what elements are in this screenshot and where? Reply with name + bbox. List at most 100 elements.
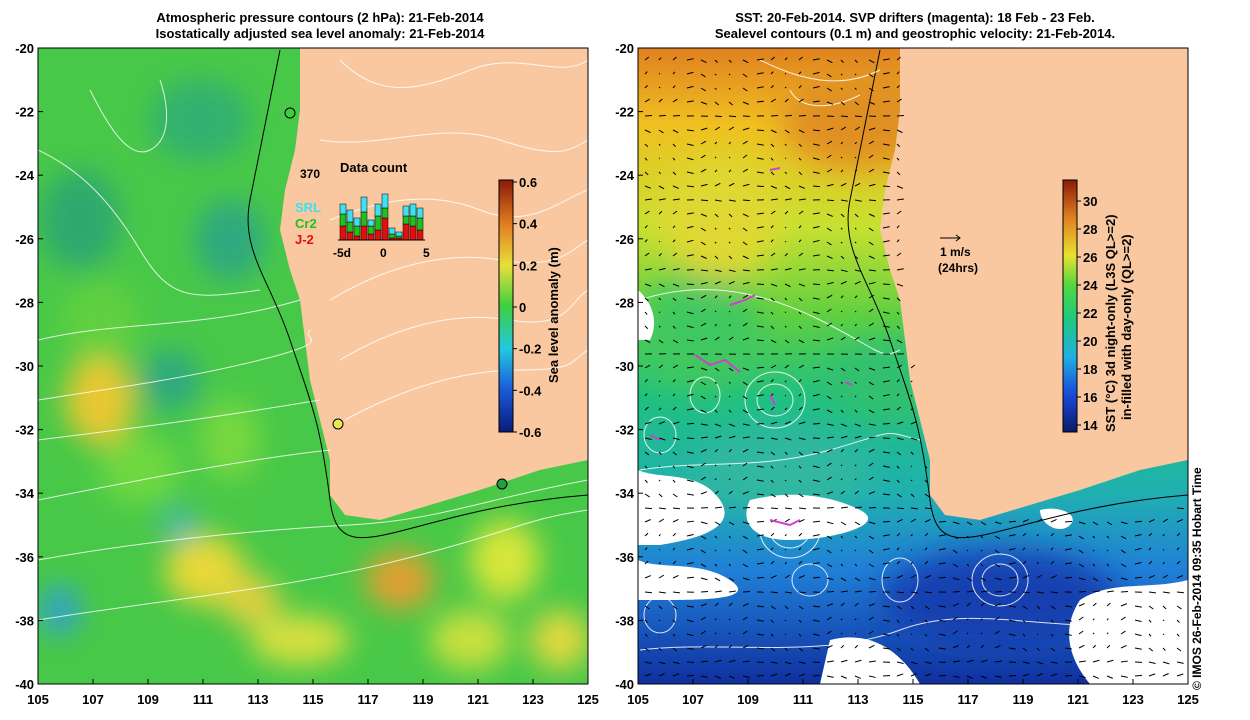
velocity-arrow — [798, 171, 803, 176]
velocity-arrow — [672, 673, 680, 677]
velocity-arrow — [714, 448, 719, 453]
velocity-arrow — [644, 421, 652, 425]
velocity-arrow — [644, 507, 652, 510]
scale-arrow-sublabel: (24hrs) — [938, 261, 978, 275]
velocity-arrow — [1064, 562, 1072, 565]
velocity-arrow — [868, 281, 876, 285]
velocity-arrow — [798, 379, 802, 383]
velocity-arrow — [700, 535, 707, 540]
data-count-inset: 370 Data count -5d 0 5 SRL Cr2 J-2 — [295, 160, 430, 260]
velocity-arrow — [770, 98, 776, 103]
velocity-arrow — [658, 591, 666, 594]
velocity-arrow — [1008, 534, 1016, 537]
velocity-arrow — [1162, 534, 1165, 537]
velocity-arrow — [672, 532, 677, 537]
velocity-arrow — [980, 644, 985, 649]
velocity-arrow — [728, 295, 732, 299]
velocity-arrow — [728, 182, 735, 187]
velocity-arrow — [728, 367, 734, 372]
velocity-arrow — [770, 268, 778, 271]
velocity-arrow — [882, 465, 890, 468]
y-tick-label: -30 — [15, 359, 34, 374]
velocity-arrow — [1022, 673, 1030, 677]
velocity-arrow — [1176, 633, 1180, 637]
velocity-arrow — [812, 451, 820, 454]
velocity-arrow — [756, 647, 764, 650]
velocity-arrow — [952, 616, 958, 621]
velocity-arrow — [896, 210, 902, 215]
velocity-arrow — [854, 241, 857, 244]
velocity-arrow — [924, 479, 928, 483]
velocity-arrow — [686, 422, 694, 425]
velocity-arrow — [812, 576, 820, 579]
colorbar-tick-label: 14 — [1083, 418, 1098, 433]
velocity-arrow — [882, 297, 890, 300]
velocity-arrow — [1120, 630, 1126, 635]
velocity-arrow — [854, 213, 859, 218]
velocity-arrow — [742, 168, 749, 173]
velocity-arrow — [756, 58, 764, 61]
velocity-arrow — [1092, 675, 1099, 679]
velocity-arrow — [700, 491, 708, 495]
velocity-arrow — [728, 255, 733, 260]
x-tick-label: 121 — [467, 692, 489, 707]
velocity-arrow — [1120, 590, 1128, 593]
velocity-arrow — [840, 323, 843, 327]
velocity-arrow — [784, 364, 790, 369]
velocity-arrow — [938, 562, 946, 565]
velocity-arrow — [882, 58, 890, 61]
velocity-arrow — [868, 521, 876, 525]
velocity-arrow — [756, 86, 764, 89]
colorbar-tick-label: 28 — [1083, 222, 1097, 237]
velocity-arrow — [1120, 660, 1128, 663]
inset-bar-segment — [416, 207, 424, 219]
velocity-arrow — [756, 339, 764, 342]
velocity-arrow — [854, 549, 857, 552]
velocity-arrow — [812, 633, 820, 637]
velocity-arrow — [742, 462, 748, 467]
velocity-arrow — [910, 395, 913, 397]
velocity-arrow — [1036, 605, 1041, 610]
velocity-arrow — [840, 423, 848, 427]
x-tick-label: 125 — [1177, 692, 1199, 707]
velocity-arrow — [784, 380, 787, 383]
velocity-arrow — [714, 323, 718, 327]
inset-tick-label: 5 — [423, 246, 430, 260]
y-tick-label: -32 — [615, 423, 634, 438]
velocity-arrow — [1036, 591, 1044, 594]
velocity-arrow — [1036, 633, 1039, 636]
velocity-arrow — [798, 647, 804, 652]
velocity-arrow — [1148, 661, 1156, 664]
velocity-arrow — [798, 311, 802, 315]
velocity-arrow — [742, 436, 750, 439]
velocity-arrow — [854, 675, 861, 679]
colorbar-tick-label: 22 — [1083, 306, 1097, 321]
velocity-arrow — [882, 86, 890, 89]
velocity-arrow — [896, 225, 900, 229]
velocity-arrow — [798, 157, 802, 161]
velocity-arrow — [798, 560, 803, 565]
velocity-arrow — [1092, 659, 1100, 663]
velocity-arrow — [1120, 549, 1126, 554]
velocity-arrow — [1162, 591, 1170, 594]
velocity-arrow — [784, 633, 787, 636]
velocity-arrow — [896, 451, 902, 456]
velocity-arrow — [784, 297, 788, 301]
velocity-arrow — [644, 85, 648, 89]
velocity-arrow — [1078, 616, 1084, 621]
velocity-arrow — [854, 295, 858, 299]
velocity-arrow — [840, 549, 843, 552]
velocity-arrow — [714, 577, 721, 582]
velocity-arrow — [770, 661, 778, 664]
velocity-arrow — [840, 141, 844, 145]
velocity-arrow — [700, 308, 706, 313]
left-title-line2: Isostatically adjusted sea level anomaly… — [155, 26, 485, 41]
velocity-arrow — [882, 534, 890, 537]
velocity-arrow — [854, 73, 857, 76]
velocity-arrow — [1022, 575, 1029, 579]
svp-drifter-tracks — [649, 167, 853, 527]
velocity-arrow — [994, 535, 1001, 540]
inset-bar-segment — [409, 215, 417, 227]
velocity-arrow — [1050, 575, 1057, 579]
velocity-arrow — [756, 534, 764, 537]
